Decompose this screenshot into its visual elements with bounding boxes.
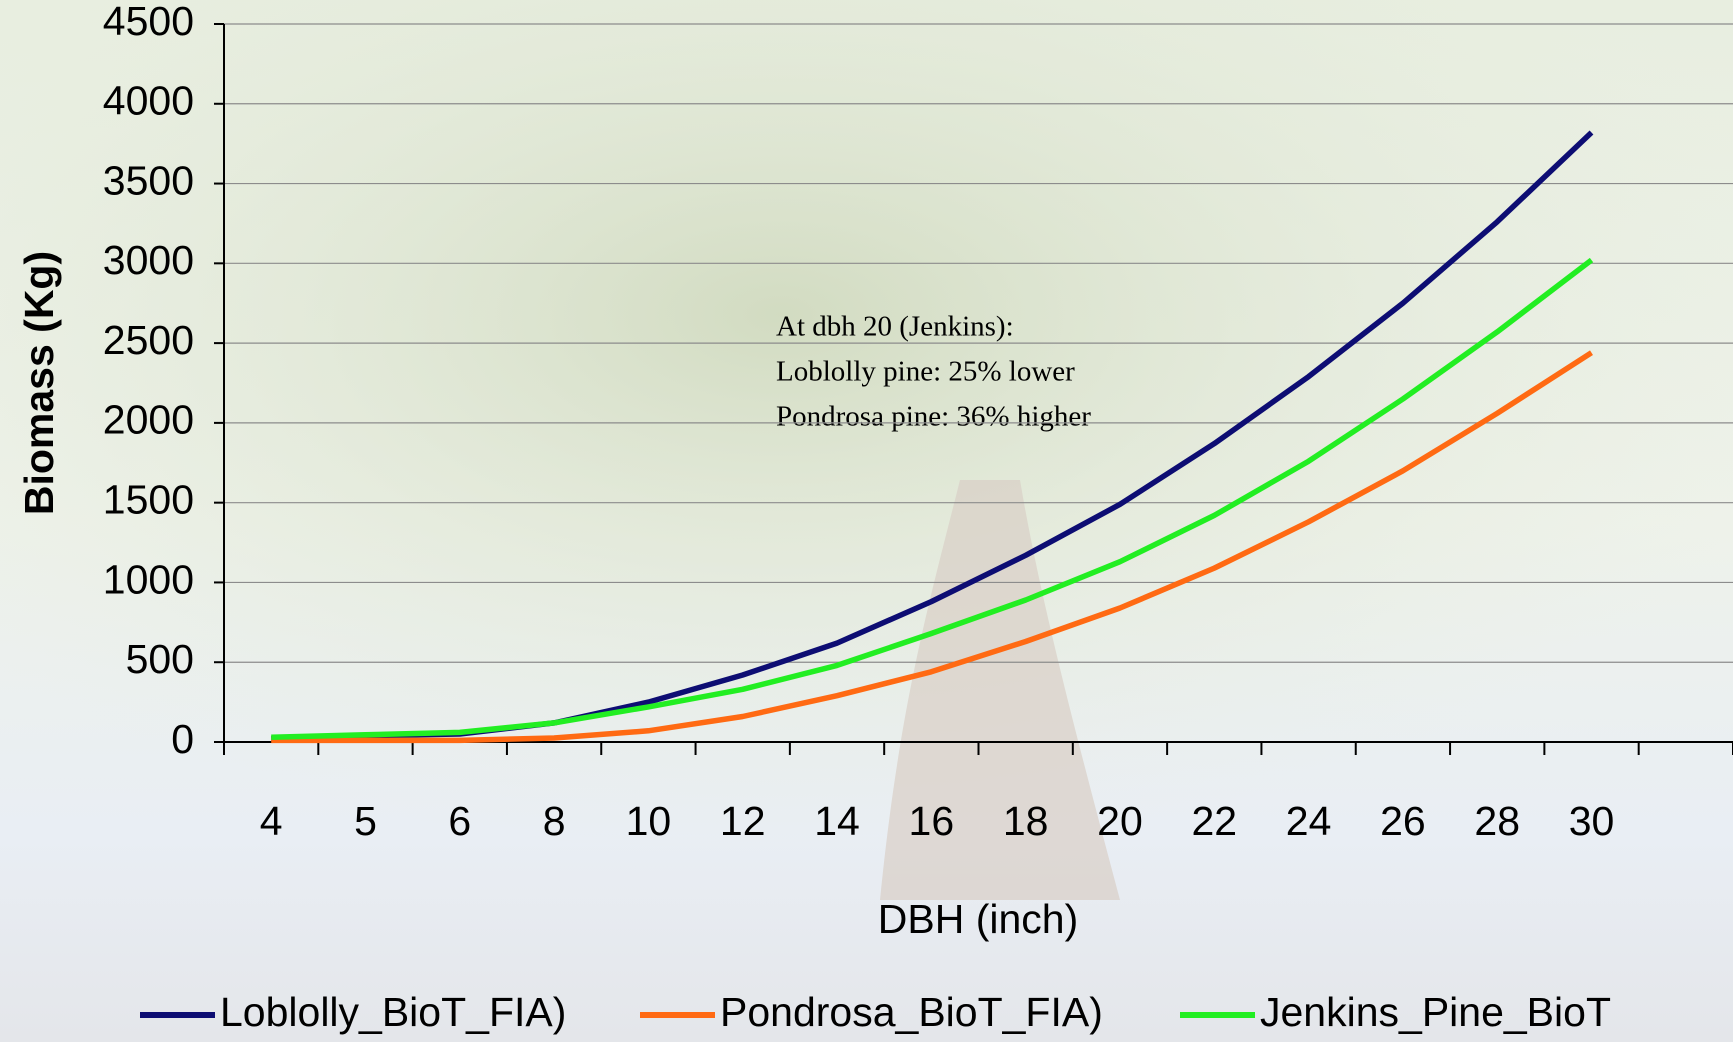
y-tick-label: 3000 (103, 237, 194, 283)
x-tick-label: 28 (1474, 798, 1520, 844)
x-tick-label: 4 (260, 798, 283, 844)
y-tick-label: 2500 (103, 317, 194, 363)
y-tick-label: 3500 (103, 157, 194, 203)
annotation-line: Pondrosa pine: 36% higher (776, 401, 1091, 433)
x-tick-label: 5 (354, 798, 377, 844)
background-tree (0, 0, 1733, 900)
legend-label: Loblolly_BioT_FIA) (220, 989, 566, 1035)
x-tick-label: 8 (543, 798, 566, 844)
y-tick-label: 4000 (103, 78, 194, 124)
x-tick-label: 12 (720, 798, 766, 844)
x-tick-label: 14 (814, 798, 860, 844)
y-tick-label: 1000 (103, 556, 194, 602)
legend-label: Jenkins_Pine_BioT (1260, 989, 1611, 1035)
chart: Biomass (Kg) DBH (inch) At dbh 20 (Jenki… (0, 0, 1733, 1042)
y-tick-label: 1500 (103, 476, 194, 522)
x-tick-label: 30 (1569, 798, 1615, 844)
y-axis-title: Biomass (Kg) (16, 251, 62, 515)
x-tick-label: 22 (1191, 798, 1237, 844)
annotation-line: At dbh 20 (Jenkins): (776, 311, 1014, 343)
legend-label: Pondrosa_BioT_FIA) (720, 989, 1103, 1035)
x-axis-title: DBH (inch) (878, 896, 1078, 942)
x-tick-label: 18 (1003, 798, 1049, 844)
y-tick-label: 2000 (103, 397, 194, 443)
y-tick-label: 0 (171, 716, 194, 762)
x-tick-label: 10 (626, 798, 672, 844)
y-tick-label: 500 (126, 636, 194, 682)
x-tick-label: 16 (909, 798, 955, 844)
y-tick-label: 4500 (103, 0, 194, 44)
x-tick-label: 26 (1380, 798, 1426, 844)
x-tick-label: 24 (1286, 798, 1332, 844)
x-tick-label: 6 (448, 798, 471, 844)
x-tick-label: 20 (1097, 798, 1143, 844)
annotation-line: Loblolly pine: 25% lower (776, 356, 1075, 388)
